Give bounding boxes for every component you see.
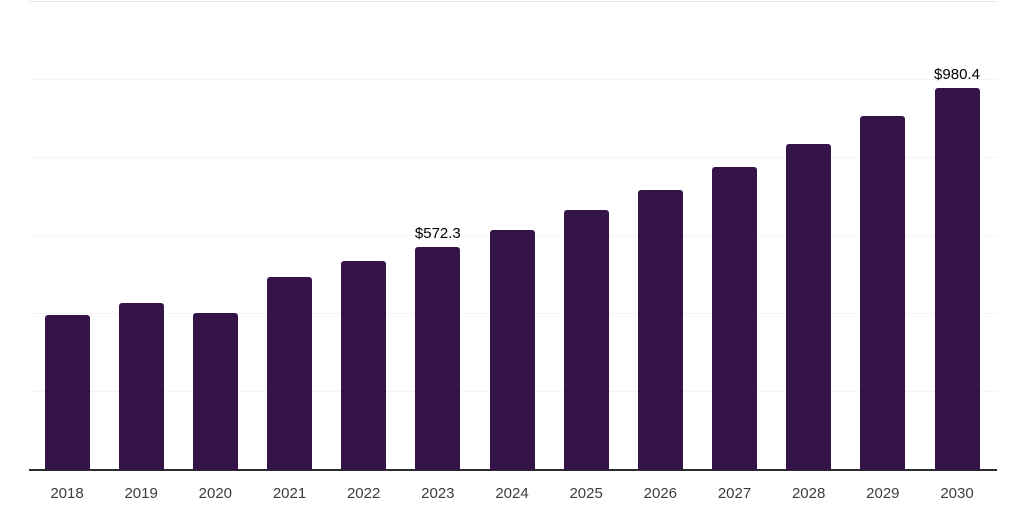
x-tick-label-2030: 2030 [940,485,974,502]
bar-2028 [786,143,832,470]
gridline-800 [29,157,997,158]
bar-2026 [637,190,683,470]
x-tick-label-2029: 2029 [866,485,900,502]
x-tick-label-2022: 2022 [346,485,381,502]
x-axis-line [29,469,997,471]
bar-2021 [267,277,312,470]
bar-2019 [118,302,164,470]
bar-2018 [44,315,90,470]
x-tick-label-2027: 2027 [717,485,752,502]
x-tick-label-2025: 2025 [569,485,603,502]
x-tick-label-2018: 2018 [50,485,84,502]
bar-2023 [415,246,461,470]
x-tick-label-2019: 2019 [124,485,158,502]
bar-2030 [934,87,980,470]
gridline-1000 [29,79,997,80]
x-tick-label-2026: 2026 [643,485,678,502]
x-tick-label-2023: 2023 [421,485,455,502]
x-tick-label-2028: 2028 [791,485,826,502]
bar-2020 [192,312,238,470]
bar-2022 [341,261,387,470]
bar-2024 [489,229,535,470]
value-label-2030: $980.4 [934,65,980,83]
x-tick-label-2020: 2020 [198,485,233,502]
x-tick-label-2024: 2024 [495,485,529,502]
x-axis-labels: 2018 2019 2020 2021 2022 2023 2024 2025 2026 2027… [29,483,997,507]
value-label-2023: $572.3 [414,224,461,242]
gridline-1200 [29,1,997,2]
bar-2027 [712,167,757,470]
bar-2025 [563,210,609,470]
plot-area: $572.3 $980.4 [29,0,997,471]
x-tick-label-2021: 2021 [272,485,307,502]
bar-2029 [860,115,906,470]
